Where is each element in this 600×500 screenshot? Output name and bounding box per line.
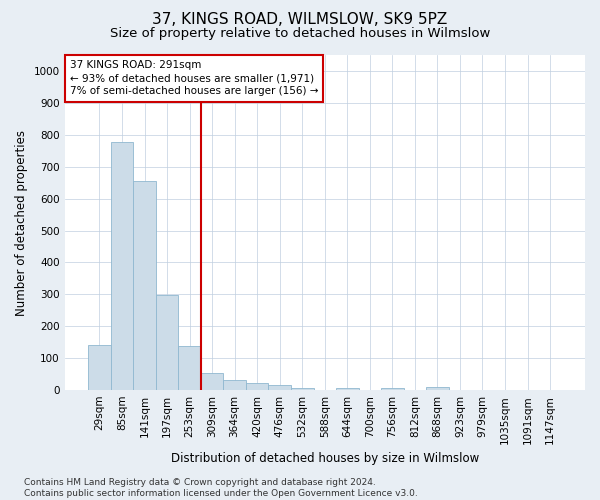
Bar: [223, 380, 246, 390]
Text: 37 KINGS ROAD: 291sqm
← 93% of detached houses are smaller (1,971)
7% of semi-de: 37 KINGS ROAD: 291sqm ← 93% of detached …: [70, 60, 318, 96]
Bar: [178, 346, 201, 390]
Bar: [291, 388, 314, 390]
Text: 37, KINGS ROAD, WILMSLOW, SK9 5PZ: 37, KINGS ROAD, WILMSLOW, SK9 5PZ: [152, 12, 448, 28]
Bar: [246, 383, 268, 390]
X-axis label: Distribution of detached houses by size in Wilmslow: Distribution of detached houses by size …: [170, 452, 479, 465]
Text: Size of property relative to detached houses in Wilmslow: Size of property relative to detached ho…: [110, 28, 490, 40]
Bar: [268, 386, 291, 390]
Bar: [426, 387, 449, 390]
Bar: [111, 142, 133, 390]
Bar: [381, 388, 404, 390]
Bar: [88, 346, 111, 390]
Bar: [201, 372, 223, 390]
Text: Contains HM Land Registry data © Crown copyright and database right 2024.
Contai: Contains HM Land Registry data © Crown c…: [24, 478, 418, 498]
Bar: [336, 388, 359, 390]
Bar: [156, 295, 178, 390]
Bar: [133, 181, 156, 390]
Y-axis label: Number of detached properties: Number of detached properties: [15, 130, 28, 316]
